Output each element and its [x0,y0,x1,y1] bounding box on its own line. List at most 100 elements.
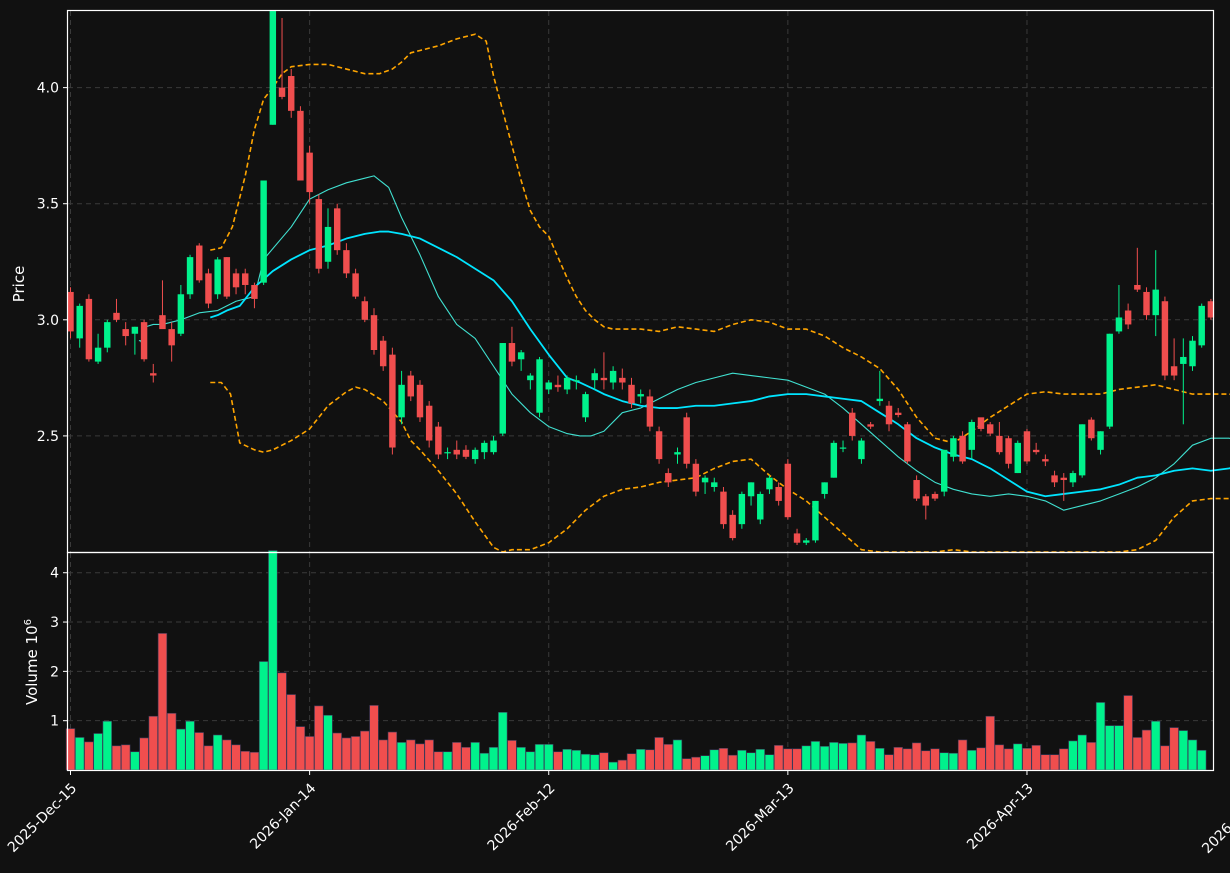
candle-body [251,284,258,299]
volume-bar [626,753,637,771]
candle-body [370,315,378,350]
price-tick-label: 4.0 [37,81,59,97]
volume-bar [709,749,719,771]
volume-bar [783,748,793,771]
candle-body [913,480,920,499]
volume-bar [994,744,1005,771]
volume-bar [479,752,490,771]
candle-body [232,273,240,288]
candle-body [545,382,552,390]
volume-bar [590,754,600,771]
candle-body [186,257,194,295]
volume-tick-label: 4 [50,566,59,582]
volume-bar [1197,749,1207,771]
volume-tick-label: 1 [50,714,59,730]
candle-body [168,329,175,346]
candle-body [140,322,148,360]
candle-body [407,375,414,397]
candle-body [389,354,396,448]
candle-body [738,493,746,525]
candle-body [775,486,782,501]
candle-body [453,449,460,455]
volume-tick-label: 3 [50,615,59,631]
candle-body [1088,419,1095,439]
price-tick-label: 3.5 [37,197,59,213]
volume-bar [341,737,352,771]
volume-bar [415,743,425,771]
volume-bar [1059,748,1069,771]
candle-body [490,440,497,453]
candle-body [297,110,304,181]
candle-body [867,424,874,427]
volume-bar [957,739,968,771]
candle-body [885,405,893,425]
candle-body [1023,431,1031,462]
candle-body [812,500,819,541]
candle-body [260,180,267,283]
candle-body [177,294,185,334]
volume-bar [1040,754,1051,771]
volume-bar [829,742,839,771]
volume-bar [240,750,250,771]
candle-body [462,449,470,457]
candle-body [591,373,598,381]
volume-bar [424,739,434,771]
volume-bar [636,748,646,771]
volume-bar [93,733,103,771]
volume-bar [1123,695,1133,771]
volume-bar [102,720,112,771]
price-axis-label: Price [10,266,28,303]
candle-body [858,440,865,460]
volume-bar [406,739,416,771]
volume-bar [396,742,407,771]
volume-bar [222,739,232,771]
candle-body [343,250,350,274]
volume-bar [884,754,894,771]
volume-bar [764,754,775,771]
volume-bar [654,737,664,771]
candle-body [683,417,690,464]
candles [67,11,1215,546]
volume-bar [755,748,765,771]
candle-body [821,482,828,494]
volume-bar [1169,727,1179,771]
candle-body [1124,310,1132,325]
candle-body [940,449,948,492]
volume-bar [663,744,673,771]
candle-body [1097,431,1104,450]
candle-body [1005,438,1012,464]
volume-bar [286,694,296,771]
volume-bar [157,633,168,771]
candle-body [977,417,985,429]
candle-body [637,394,644,397]
volume-bar [332,732,342,771]
candle-body [159,315,166,330]
candle-body [554,384,562,388]
volume-bar [470,742,480,771]
candle-body [536,359,543,413]
candle-body [609,370,617,383]
volume-bar [1114,725,1124,771]
candle-body [1078,424,1086,476]
candle-body [1134,284,1141,290]
volume-bar [948,752,959,771]
candle-body [306,152,313,193]
candle-body [986,424,994,434]
candle-body [398,384,405,418]
volume-bar [314,705,324,771]
candle-body [1115,317,1123,332]
volume-bar [166,712,177,771]
volume-bar [507,740,517,771]
volume-bar [534,744,545,771]
candle-body [1143,291,1150,316]
volume-bar [1141,729,1152,771]
candle-body [711,482,718,487]
volume-bar [792,748,802,771]
volume-bar [130,751,140,771]
candle-body [122,329,129,337]
candle-body [333,208,341,251]
volume-bar [691,756,701,771]
candle-body [600,377,608,381]
candle-body [288,76,295,111]
